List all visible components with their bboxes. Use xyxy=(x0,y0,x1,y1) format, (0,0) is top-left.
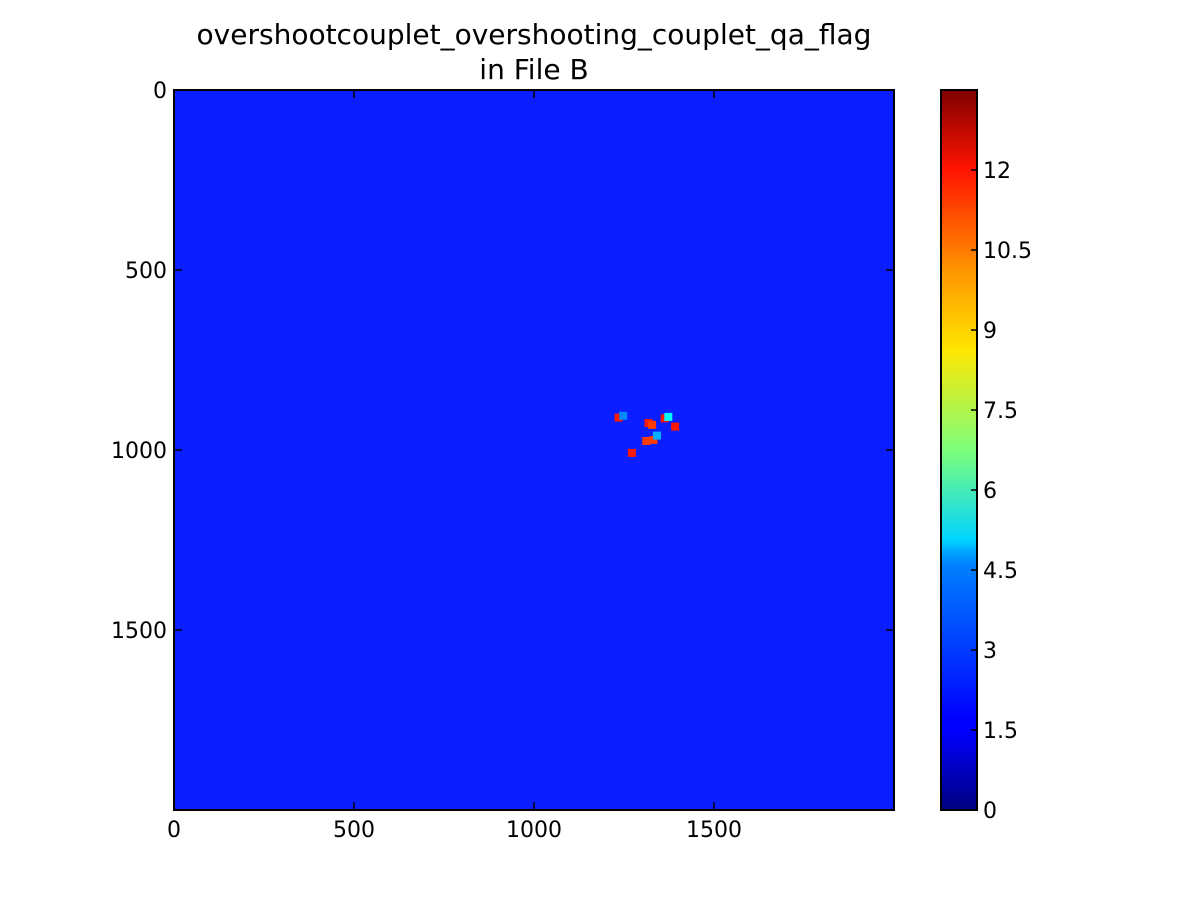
colorbar-tick-label: 9 xyxy=(983,319,997,344)
y-tick-label: 1500 xyxy=(111,619,167,644)
chart-title: overshootcouplet_overshooting_couplet_qa… xyxy=(197,18,872,51)
heatmap-cell-0 xyxy=(614,413,623,422)
colorbar-tick-label: 12 xyxy=(983,159,1011,184)
y-tick-label: 0 xyxy=(153,79,167,104)
colorbar-tick-label: 3 xyxy=(983,639,997,664)
heatmap-cell-3 xyxy=(648,420,657,429)
colorbar-tick-label: 1.5 xyxy=(983,719,1018,744)
heatmap-cell-6 xyxy=(671,422,680,431)
colorbar-tick-label: 4.5 xyxy=(983,559,1018,584)
x-tick-label: 500 xyxy=(333,818,375,843)
y-axis: 0 500 1000 1500 xyxy=(111,79,894,644)
x-tick-label: 1000 xyxy=(506,818,562,843)
colorbar-tick-label: 7.5 xyxy=(983,399,1018,424)
colorbar-tick-label: 6 xyxy=(983,479,997,504)
x-tick-label: 0 xyxy=(167,818,181,843)
colorbar-tick-label: 10.5 xyxy=(983,239,1032,264)
heatmap-cell-10 xyxy=(627,448,636,457)
heatmap-cell-9 xyxy=(653,431,662,440)
heatmap-cell-5 xyxy=(664,412,673,421)
heatmap-cell-8 xyxy=(649,435,658,444)
y-tick-label: 500 xyxy=(125,259,167,284)
y-tick-label: 1000 xyxy=(111,439,167,464)
chart-subtitle: in File B xyxy=(479,53,588,86)
heatmap-cell-1 xyxy=(619,411,628,420)
colorbar-ticks: 0 1.5 3 4.5 6 7.5 9 10.5 12 xyxy=(971,159,1032,824)
heatmap-background xyxy=(174,90,894,810)
colorbar xyxy=(940,89,978,811)
x-axis: 0 500 1000 1500 xyxy=(167,90,742,843)
colorbar-tick-label: 0 xyxy=(983,799,997,824)
x-tick-label: 1500 xyxy=(686,818,742,843)
heatmap-points xyxy=(614,411,680,457)
heatmap-cell-7 xyxy=(642,437,651,445)
